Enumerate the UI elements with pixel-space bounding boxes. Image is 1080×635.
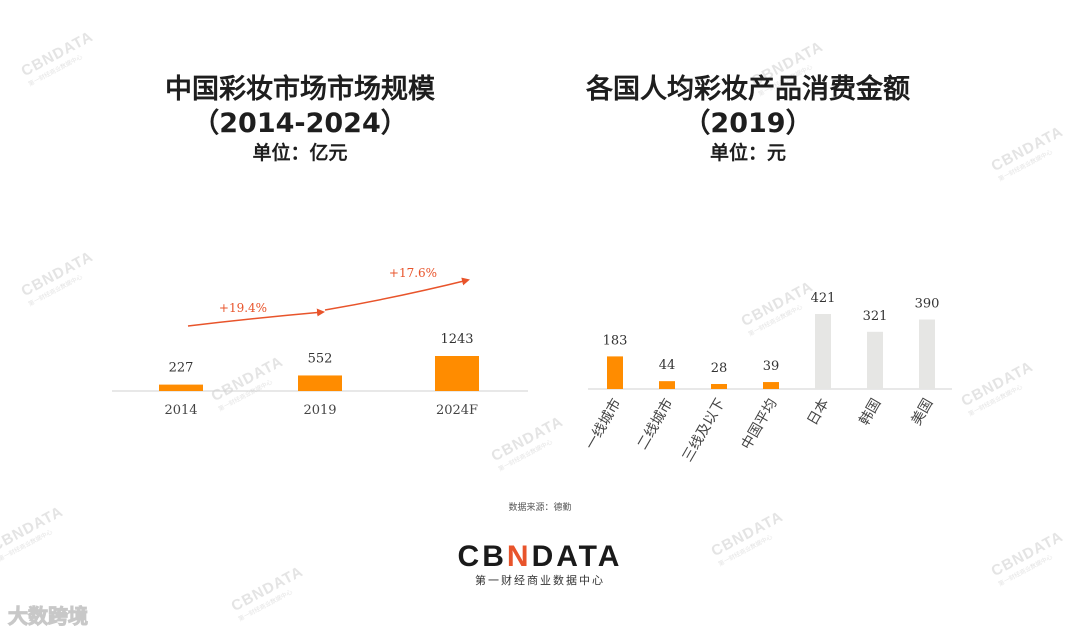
corner-logo: 大数跨境	[8, 604, 89, 629]
category-label: 日本	[805, 396, 833, 428]
bar-韩国	[867, 331, 883, 389]
right-title-unit: 单位：元	[709, 142, 786, 164]
value-label: 44	[659, 358, 676, 373]
left-title-line2: （2014-2024）	[192, 108, 408, 139]
value-label: 227	[169, 361, 194, 376]
right-chart-title: 各国人均彩妆产品消费金额 （2019） 单位：元	[548, 73, 948, 165]
bar-二线城市	[659, 381, 675, 389]
category-label: 2014	[164, 403, 197, 418]
value-label: 390	[915, 297, 940, 312]
bar-2019	[298, 375, 342, 391]
left-bar-chart: +19.4% +17.6% 227 2014 552 2019 1243 2024F	[112, 266, 528, 418]
data-source: 数据来源：德勤	[508, 503, 572, 513]
value-label: 1243	[440, 332, 473, 347]
bar-美国	[919, 319, 935, 389]
growth-arrow-2	[324, 277, 470, 311]
value-label: 421	[811, 291, 836, 306]
category-label: 韩国	[857, 396, 885, 428]
bar-三线及以下	[711, 384, 727, 389]
logo-tagline: 第一财经商业数据中心	[475, 574, 605, 587]
category-label: 一线城市	[582, 396, 625, 453]
category-label: 中国平均	[739, 396, 781, 452]
left-chart-title: 中国彩妆市场市场规模 （2014-2024） 单位：亿元	[100, 73, 500, 165]
logo-wordmark: CBNDATA	[457, 540, 623, 573]
right-bar-chart: 183 一线城市 44 二线城市 28 三线及以下 39 中国平均 421 日本 321 韩国 390 美…	[582, 291, 952, 465]
value-label: 552	[308, 351, 333, 366]
left-title-unit: 单位：亿元	[252, 142, 348, 164]
value-label: 321	[863, 309, 888, 324]
bar-中国平均	[763, 382, 779, 389]
growth-arrow-1	[187, 308, 325, 327]
growth-label-2: +17.6%	[389, 266, 437, 280]
category-label: 三线及以下	[680, 396, 729, 465]
value-label: 28	[711, 361, 728, 376]
bar-2014	[159, 384, 203, 391]
cbndata-logo: CBNDATA 第一财经商业数据中心	[0, 540, 1080, 588]
growth-label-1: +19.4%	[219, 301, 267, 315]
right-title-line2: （2019）	[683, 108, 813, 139]
value-label: 39	[763, 359, 780, 374]
value-label: 183	[603, 333, 628, 348]
category-label: 二线城市	[634, 396, 677, 453]
right-title-line1: 各国人均彩妆产品消费金额	[586, 74, 910, 105]
category-label: 美国	[909, 396, 937, 428]
left-title-line1: 中国彩妆市场市场规模	[165, 74, 435, 105]
category-label: 2024F	[436, 403, 478, 418]
bar-一线城市	[607, 356, 623, 389]
category-label: 2019	[303, 403, 336, 418]
bar-日本	[815, 314, 831, 389]
bar-2024F	[435, 356, 479, 391]
